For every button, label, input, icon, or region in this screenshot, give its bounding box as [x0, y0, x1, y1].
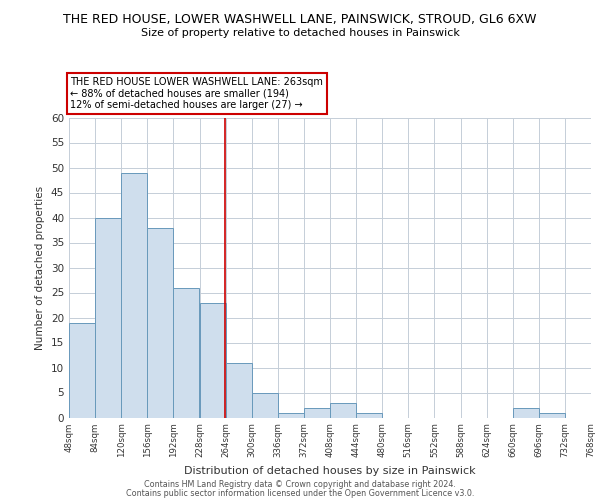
- Bar: [252, 392, 278, 417]
- Bar: [304, 408, 330, 418]
- Bar: [539, 412, 565, 418]
- Bar: [95, 218, 121, 418]
- Text: Size of property relative to detached houses in Painswick: Size of property relative to detached ho…: [140, 28, 460, 38]
- Bar: [356, 412, 382, 418]
- Bar: [226, 362, 252, 418]
- Bar: [330, 402, 356, 417]
- Bar: [121, 172, 148, 418]
- Text: Contains public sector information licensed under the Open Government Licence v3: Contains public sector information licen…: [126, 488, 474, 498]
- Bar: [278, 412, 304, 418]
- Bar: [173, 288, 199, 418]
- Bar: [69, 322, 95, 418]
- Bar: [513, 408, 539, 418]
- Y-axis label: Number of detached properties: Number of detached properties: [35, 186, 46, 350]
- Bar: [148, 228, 173, 418]
- Bar: [199, 302, 226, 418]
- Text: THE RED HOUSE, LOWER WASHWELL LANE, PAINSWICK, STROUD, GL6 6XW: THE RED HOUSE, LOWER WASHWELL LANE, PAIN…: [63, 12, 537, 26]
- Text: THE RED HOUSE LOWER WASHWELL LANE: 263sqm
← 88% of detached houses are smaller (: THE RED HOUSE LOWER WASHWELL LANE: 263sq…: [70, 77, 323, 110]
- X-axis label: Distribution of detached houses by size in Painswick: Distribution of detached houses by size …: [184, 466, 476, 475]
- Text: Contains HM Land Registry data © Crown copyright and database right 2024.: Contains HM Land Registry data © Crown c…: [144, 480, 456, 489]
